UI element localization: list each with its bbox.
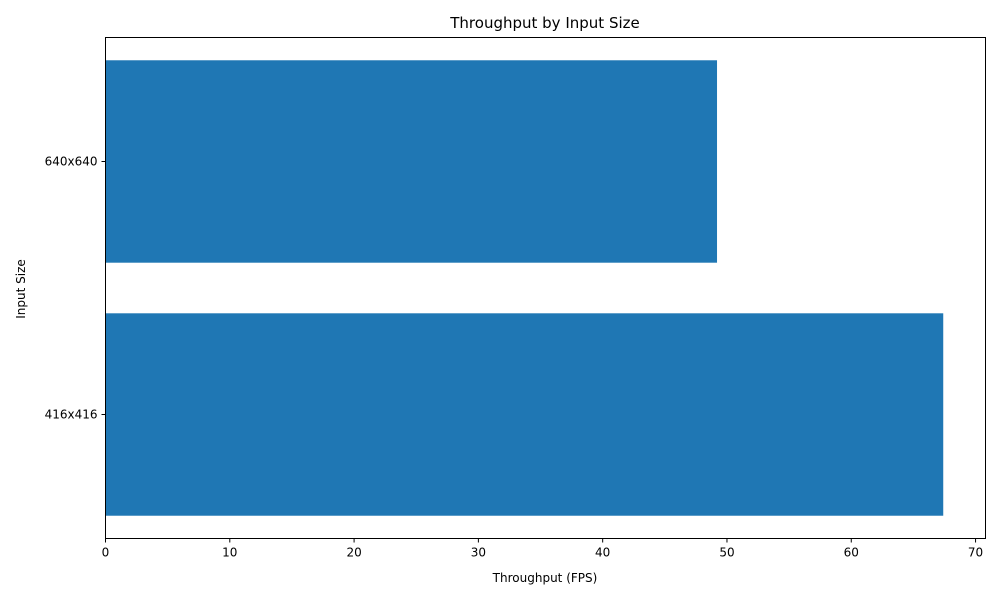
x-tick-label: 40: [595, 546, 610, 560]
y-tick-label: 416x416: [45, 408, 98, 422]
bar-416x416: [105, 313, 944, 516]
x-axis-ticks: 0 10 20 30 40 50 60 70: [102, 538, 983, 560]
chart-title: Throughput by Input Size: [449, 14, 639, 32]
y-tick-label: 640x640: [45, 154, 98, 168]
x-tick-label: 30: [471, 546, 486, 560]
y-axis-ticks: 416x416 640x640: [45, 154, 106, 422]
x-tick-label: 10: [222, 546, 237, 560]
x-tick-label: 0: [102, 546, 110, 560]
x-tick-label: 20: [346, 546, 361, 560]
x-tick-label: 70: [968, 546, 983, 560]
x-tick-label: 50: [719, 546, 734, 560]
plot-frame: [105, 37, 986, 539]
x-axis-label: Throughput (FPS): [492, 571, 598, 585]
bar-640x640: [105, 60, 718, 263]
plot-area: [105, 60, 944, 516]
y-axis-label: Input Size: [14, 259, 28, 319]
x-tick-label: 60: [844, 546, 859, 560]
